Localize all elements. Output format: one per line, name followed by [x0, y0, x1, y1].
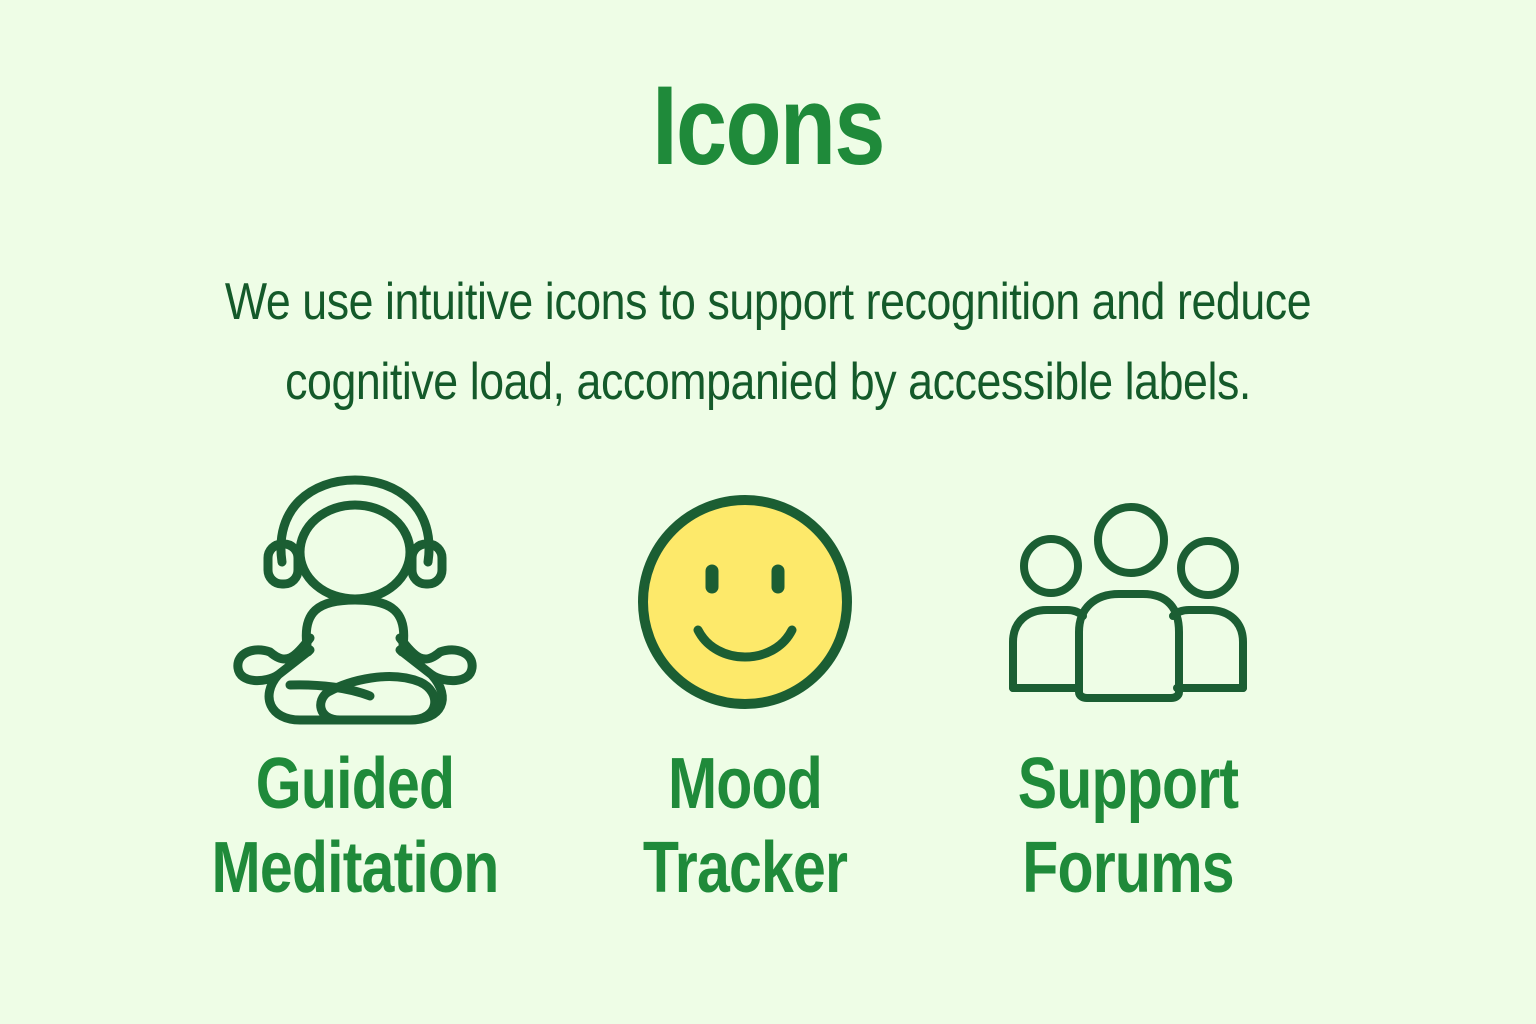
label-line-2: Tracker — [642, 828, 848, 908]
label-line-1: Guided — [255, 744, 455, 824]
label-line-1: Mood — [667, 744, 823, 824]
page-title: Icons — [652, 63, 885, 188]
smiley-face-icon — [620, 470, 870, 730]
tile-label: Mood Tracker — [589, 742, 901, 910]
icon-tile-guided-meditation: Guided Meditation — [165, 470, 545, 930]
tile-label: Support Forums — [972, 742, 1284, 910]
icon-tile-support-forums: Support Forums — [938, 470, 1318, 930]
label-line-2: Meditation — [211, 828, 500, 908]
intro-line-2: cognitive load, accompanied by accessibl… — [285, 353, 1251, 411]
icon-tile-mood-tracker: Mood Tracker — [555, 470, 935, 930]
intro-text: We use intuitive icons to support recogn… — [219, 262, 1316, 422]
label-line-1: Support — [1017, 744, 1239, 824]
people-group-icon — [1003, 470, 1253, 730]
intro-line-1: We use intuitive icons to support recogn… — [224, 273, 1312, 331]
tile-label: Guided Meditation — [199, 742, 511, 910]
meditation-icon — [230, 470, 480, 730]
label-line-2: Forums — [1022, 828, 1234, 908]
